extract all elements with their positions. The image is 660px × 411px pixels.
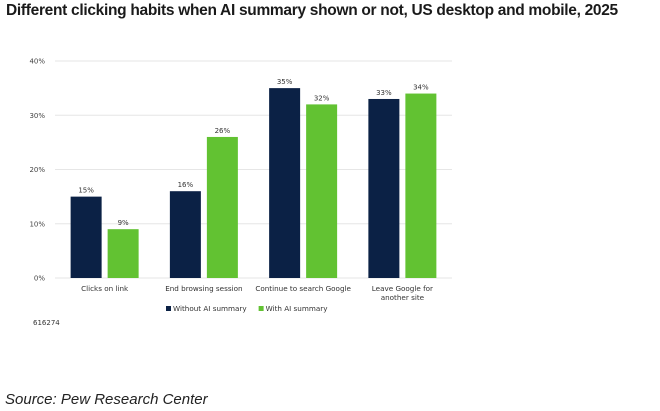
data-label: 9% xyxy=(118,219,129,227)
y-tick-label: 10% xyxy=(29,220,45,228)
data-label: 34% xyxy=(413,84,429,92)
y-tick-label: 0% xyxy=(34,275,45,283)
x-category-label: Leave Google for xyxy=(372,284,433,293)
data-label: 35% xyxy=(277,78,293,86)
source-caption: Source: Pew Research Center xyxy=(5,391,208,408)
x-category-label: Continue to search Google xyxy=(255,284,351,293)
y-tick-label: 40% xyxy=(29,58,45,66)
y-tick-label: 20% xyxy=(29,166,45,174)
y-axis-ticks: 0% 10% 20% 30% 40% xyxy=(29,58,45,283)
data-label: 33% xyxy=(376,89,392,97)
x-category-label: Clicks on link xyxy=(81,284,129,293)
data-labels: 15% 9% 16% 26% 35% 32% 33% 34% xyxy=(78,78,429,227)
bar-with-ai xyxy=(306,104,338,279)
legend-label: Without AI summary xyxy=(173,304,247,313)
legend-swatch xyxy=(258,306,264,311)
x-category-label: another site xyxy=(381,293,425,302)
bar-without-ai xyxy=(269,88,301,278)
bar-without-ai xyxy=(368,98,400,278)
chart-id-note: 616274 xyxy=(33,319,60,327)
chart-title: Different clicking habits when AI summar… xyxy=(6,2,618,19)
bar-without-ai xyxy=(169,191,201,278)
legend: Without AI summary With AI summary xyxy=(166,304,328,313)
legend-label: With AI summary xyxy=(266,304,329,313)
y-tick-label: 30% xyxy=(29,112,45,120)
data-label: 32% xyxy=(314,94,330,102)
bar-with-ai xyxy=(107,229,139,278)
x-category-label: End browsing session xyxy=(165,284,242,293)
data-label: 15% xyxy=(78,187,94,195)
bar-with-ai xyxy=(206,136,238,278)
bar-without-ai xyxy=(70,196,102,278)
x-axis-categories: Clicks on link End browsing session Contin… xyxy=(81,284,433,302)
bar-with-ai xyxy=(405,93,437,278)
legend-swatch xyxy=(166,306,171,311)
bars xyxy=(70,88,437,279)
data-label: 16% xyxy=(178,181,194,189)
data-label: 26% xyxy=(215,127,231,135)
